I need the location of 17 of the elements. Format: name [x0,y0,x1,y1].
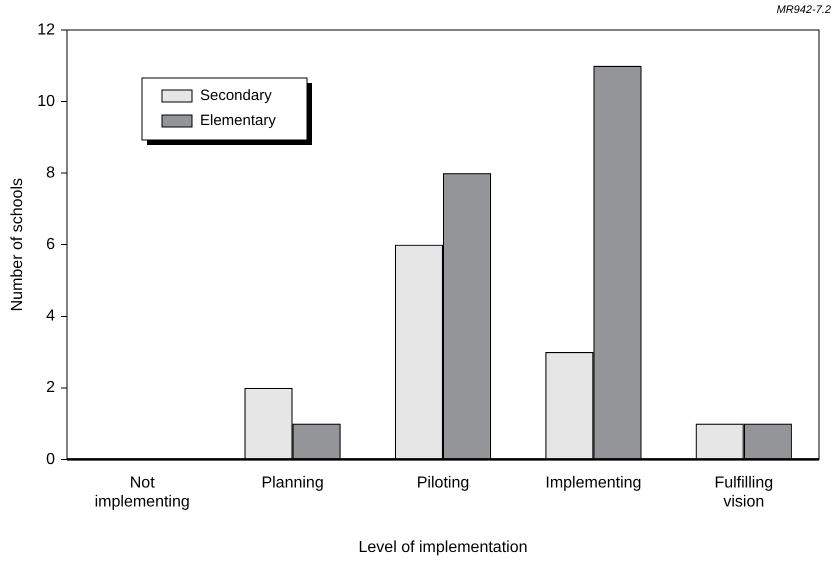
x-axis-title: Level of implementation [358,538,528,556]
x-tick-label: Not implementing [94,474,190,511]
y-tick-label: 6 [46,236,56,254]
x-tick-label: Piloting [416,474,470,492]
y-tick-label: 8 [46,164,56,182]
x-tick-label: Implementing [545,474,642,492]
y-tick-label: 0 [46,450,56,468]
y-tick-label: 10 [37,92,56,110]
y-tick-label: 2 [46,379,56,396]
y-axis-title: Number of schools [9,178,26,312]
text: MR942-7.2 [776,4,831,16]
x-tick-label: Planning [261,474,324,492]
legend-label: Elementary [200,112,276,130]
y-tick-label: 4 [46,308,56,325]
y-tick-label: 12 [37,21,56,38]
legend-label: Secondary [200,87,272,104]
x-tick-label: Fulfilling vision [714,474,774,511]
